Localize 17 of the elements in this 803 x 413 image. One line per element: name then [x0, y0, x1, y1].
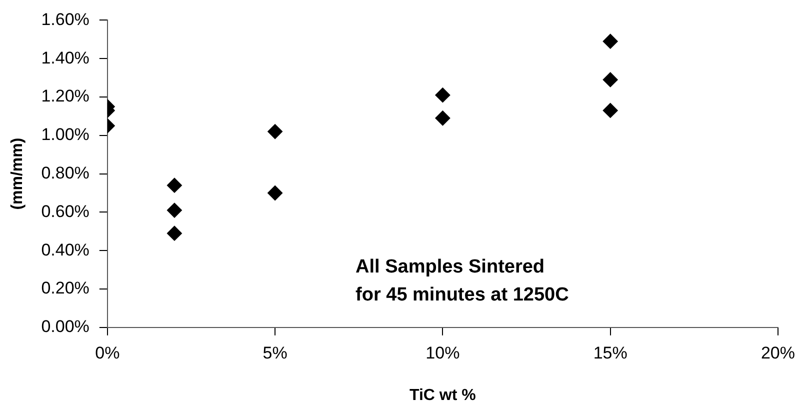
x-tick-label: 10% — [426, 343, 460, 362]
y-tick-label: 1.20% — [41, 86, 90, 106]
y-tick-label: 0.80% — [41, 163, 90, 182]
y-tick-label: 0.20% — [41, 278, 90, 298]
y-tick-label: 0.00% — [41, 317, 90, 336]
x-tick-label: 15% — [593, 343, 628, 362]
y-tick-label: 1.40% — [41, 48, 90, 68]
y-axis-title: (mm/mm) — [9, 138, 26, 210]
x-tick-label: 20% — [760, 343, 796, 362]
x-tick-label: 5% — [262, 343, 288, 362]
x-axis-title: TiC wt % — [410, 386, 476, 404]
x-tick-label: 0% — [95, 343, 120, 362]
y-tick-label: 0.60% — [41, 202, 90, 221]
y-tick-label: 0.40% — [41, 240, 90, 260]
annotation: All Samples Sintered for 45 minutes at 1250C — [356, 256, 570, 306]
y-tick-label: 1.60% — [41, 10, 90, 29]
y-tick-label: 1.00% — [41, 125, 90, 144]
